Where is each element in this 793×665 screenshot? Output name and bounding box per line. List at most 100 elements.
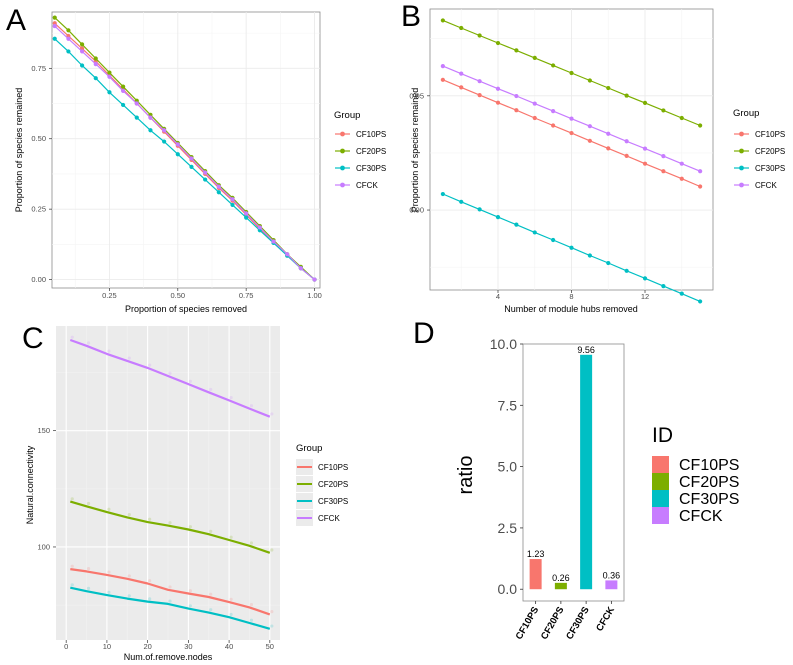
chart-d-bar-cf30ps	[580, 354, 593, 590]
chart-a-x-tick-label: 0.25	[102, 291, 117, 300]
chart-d-legend-label-cf20ps: CF20PS	[679, 474, 739, 491]
chart-b-cf30ps-point	[606, 260, 611, 266]
chart-a-cfck-point	[134, 101, 139, 106]
chart-a-cfck-point	[148, 115, 153, 120]
chart-a-cf30ps-point	[162, 139, 167, 144]
chart-a-cfck-point	[271, 239, 276, 244]
chart-b-cf10ps-point	[459, 85, 464, 90]
chart-b-cf30ps-point	[514, 222, 519, 227]
chart-c-cf20ps-raw-point	[229, 535, 233, 539]
chart-a-cfck-point	[189, 156, 194, 161]
chart-b-cf30ps-point	[569, 245, 574, 250]
chart-b-cfck-point	[587, 124, 592, 129]
chart-b-cf10ps-point	[661, 169, 666, 174]
chart-a-y-axis-title: Proportion of species remained	[14, 88, 24, 213]
chart-c-cf20ps-raw-point	[188, 525, 192, 529]
chart-b-cf30ps-point	[459, 199, 464, 204]
chart-d-y-tick-label: 2.5	[498, 520, 518, 536]
chart-a-cf20ps-point	[66, 28, 71, 33]
chart-a-y-tick-label: 0.25	[31, 205, 46, 214]
chart-d-plot-area	[522, 343, 625, 602]
chart-a-cf30ps-point	[93, 76, 98, 81]
chart-b-cfck-point	[606, 131, 611, 136]
chart-b-cf10ps-point	[642, 161, 648, 166]
chart-b-cfck-point	[551, 109, 556, 114]
chart-c-cfck-raw-point	[270, 412, 274, 416]
chart-c-cfck-raw-point	[229, 396, 233, 400]
chart-b-cf10ps-point	[440, 77, 445, 82]
chart-b-cf10ps-point	[514, 108, 519, 113]
chart-b-cf30ps-point	[495, 215, 501, 220]
chart-c-series-cf30ps	[70, 586, 271, 630]
chart-a-cf30ps-point	[121, 102, 126, 108]
chart-c-series	[69, 335, 274, 630]
chart-b-cf20ps-point	[459, 25, 464, 31]
chart-c-cf20ps-raw-point	[168, 521, 172, 525]
chart-c-cf10ps-raw-point	[168, 585, 172, 589]
chart-c-y-ticks: 100 150	[37, 426, 56, 551]
chart-b-cf20ps-point	[514, 48, 519, 53]
chart-a-cf20ps-point	[79, 42, 85, 47]
chart-a-cf30ps-point	[216, 190, 221, 195]
chart-a-y-ticks: 0.00 0.25 0.50 0.75	[31, 64, 52, 284]
chart-c-cf20ps-raw-point	[86, 501, 91, 506]
chart-a-cf20ps-point	[52, 15, 57, 20]
panel-letter-a: A	[6, 4, 26, 37]
chart-a-cfck-point	[107, 74, 112, 79]
chart-a-plot-area	[51, 11, 321, 289]
chart-b-cf30ps-point	[440, 191, 445, 197]
chart-b-cf20ps-point	[642, 100, 648, 105]
chart-c-x-tick-label: 40	[225, 642, 233, 651]
chart-c-cf10ps-raw-point	[148, 579, 152, 583]
chart-c-cf30ps-raw-point	[168, 599, 172, 603]
chart-b-cfck-point	[569, 116, 574, 121]
chart-a: 0.25 0.50 0.75 1.00 0.00 0.25 0.50 0.75 Propor…	[14, 11, 386, 314]
chart-c-x-tick-label: 30	[184, 642, 192, 651]
chart-d-data-labels: 1.23 0.26 9.56 0.36	[527, 345, 620, 583]
chart-a-x-tick-label: 1.00	[307, 291, 322, 300]
chart-b-cf30ps-point	[551, 237, 556, 243]
chart-a-cfck-point	[203, 170, 208, 175]
chart-a-cf20ps-point	[107, 70, 112, 75]
chart-a-cfck-point	[93, 62, 98, 67]
chart-b-cf30ps-point	[587, 253, 592, 258]
chart-b-legend-point-cf30ps	[739, 165, 744, 171]
chart-c-cf30ps-raw-point	[107, 590, 111, 594]
chart-d-y-ticks: 0.0 2.5 5.0 7.5 10.0	[490, 336, 523, 597]
chart-c-cfck-raw-point	[86, 341, 91, 345]
chart-c-cf30ps-raw-point	[229, 612, 233, 617]
chart-c-cfck-raw-point	[209, 387, 213, 392]
chart-c-series-cf10ps	[70, 568, 271, 616]
chart-d-y-tick-label: 0.0	[498, 581, 518, 597]
chart-b-cfck-point	[661, 154, 666, 159]
chart-b-cfck-point	[459, 71, 464, 76]
chart-a-cf30ps-point	[134, 115, 139, 120]
chart-b-legend-label-cf20ps: CF20PS	[755, 147, 785, 156]
chart-a-cfck-point	[312, 277, 317, 282]
chart-b-cfck-point	[679, 161, 684, 166]
chart-b-cf10ps-point	[698, 184, 703, 189]
chart-c-legend-label-cf30ps: CF30PS	[318, 497, 348, 506]
chart-c-y-axis-title: Natural.connectivity	[25, 445, 35, 524]
chart-a-series	[52, 15, 317, 282]
chart-b-cf20ps-point	[532, 55, 537, 60]
chart-b-cf20ps-point	[587, 78, 592, 83]
chart-c-series-cf20ps	[69, 500, 271, 554]
chart-a-x-axis-title: Proportion of species removed	[125, 304, 247, 314]
chart-a-legend-label-cfck: CFCK	[356, 181, 378, 190]
chart-b-x-tick-label: 4	[496, 292, 500, 301]
chart-b-cf30ps-point	[532, 230, 537, 235]
chart-b-legend: Group CF10PS CF20PS CF30PS CFCK	[733, 108, 785, 190]
chart-d-data-label-cf20ps: 0.26	[552, 573, 570, 583]
chart-c-cfck-raw-point	[168, 371, 172, 375]
chart-a-cf30ps-point	[244, 215, 249, 220]
chart-d-data-label-cfck: 0.36	[603, 570, 621, 580]
chart-a-y-tick-label: 0.75	[31, 64, 46, 73]
chart-d-bar-cfck	[605, 580, 618, 590]
chart-b-legend-point-cfck	[739, 182, 744, 188]
chart-b-cfck-point	[514, 93, 519, 99]
chart-c-legend-label-cf10ps: CF10PS	[318, 463, 348, 472]
chart-a-cfck-point	[121, 88, 126, 93]
